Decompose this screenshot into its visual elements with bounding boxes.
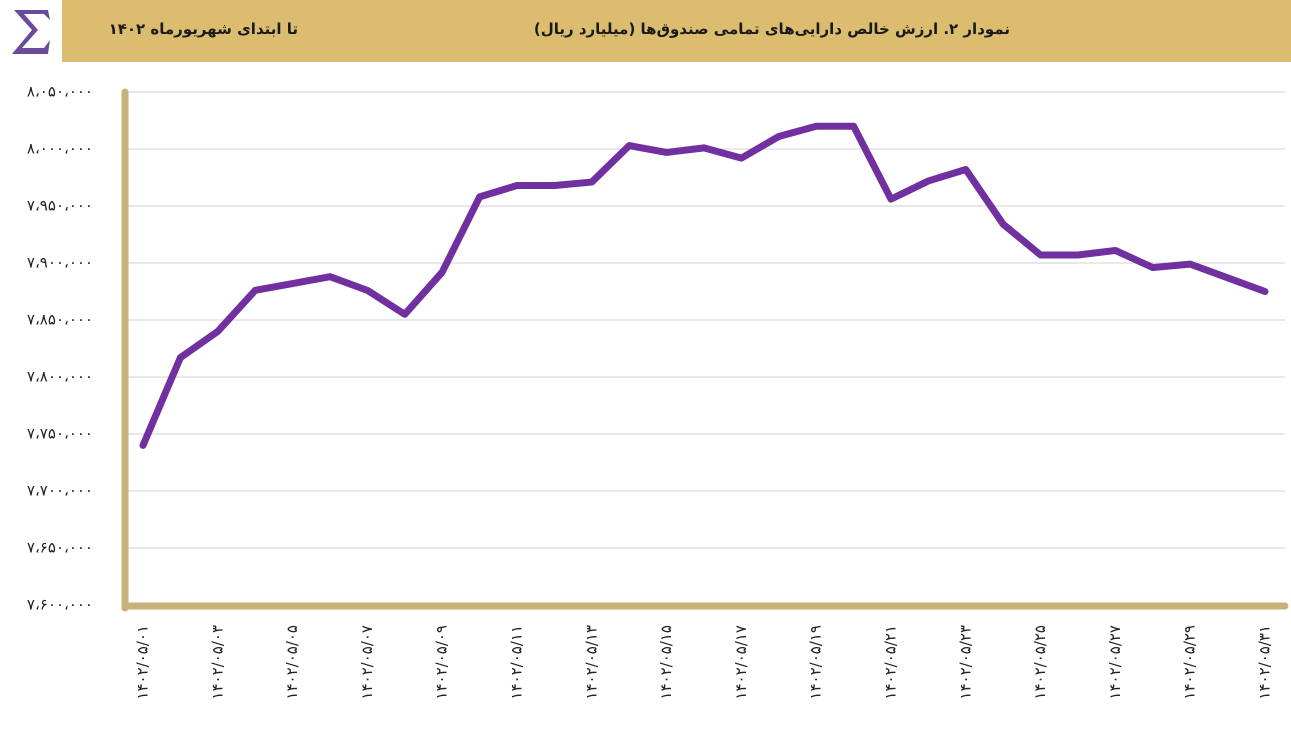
chart-title: نمودار ۲. ارزش خالص دارایی‌های تمامی صند…: [533, 20, 1010, 38]
y-tick-label: ۷،۸۰۰،۰۰۰: [27, 368, 93, 386]
y-tick-label: ۷،۹۰۰،۰۰۰: [27, 254, 93, 272]
y-tick-label: ۸،۰۵۰،۰۰۰: [27, 83, 93, 101]
y-tick-label: ۷،۶۰۰،۰۰۰: [27, 596, 93, 614]
x-tick-label: ۱۴۰۲/۰۵/۰۱: [134, 625, 152, 700]
x-tick-label: ۱۴۰۲/۰۵/۱۵: [657, 625, 675, 700]
x-tick-label: ۱۴۰۲/۰۵/۱۷: [732, 625, 750, 700]
x-tick-label: ۱۴۰۲/۰۵/۰۷: [358, 625, 376, 700]
x-tick-label: ۱۴۰۲/۰۵/۲۹: [1181, 625, 1199, 700]
x-tick-label: ۱۴۰۲/۰۵/۱۱: [508, 625, 526, 700]
x-tick-label: ۱۴۰۲/۰۵/۰۵: [283, 625, 301, 700]
y-tick-label: ۷،۷۵۰،۰۰۰: [27, 425, 93, 443]
data-line: [139, 122, 1269, 449]
header-band: [62, 0, 1291, 62]
y-tick-label: ۷،۶۵۰،۰۰۰: [27, 539, 93, 557]
x-tick-label: ۱۴۰۲/۰۵/۳۱: [1256, 625, 1274, 700]
x-tick-label: ۱۴۰۲/۰۵/۰۹: [433, 625, 451, 700]
x-tick-label: ۱۴۰۲/۰۵/۲۳: [956, 625, 974, 700]
x-tick-label: ۱۴۰۲/۰۵/۰۳: [208, 625, 226, 700]
sigma-logo: [12, 10, 50, 54]
chart-subtitle: تا ابتدای شهریورماه ۱۴۰۲: [108, 20, 298, 38]
x-tick-label: ۱۴۰۲/۰۵/۲۵: [1031, 625, 1049, 700]
y-tick-label: ۷،۹۵۰،۰۰۰: [27, 197, 93, 215]
y-tick-label: ۸،۰۰۰،۰۰۰: [27, 140, 93, 158]
x-tick-label: ۱۴۰۲/۰۵/۲۱: [882, 625, 900, 700]
y-tick-label: ۷،۷۰۰،۰۰۰: [27, 482, 93, 500]
x-tick-label: ۱۴۰۲/۰۵/۲۷: [1106, 625, 1124, 700]
y-tick-label: ۷،۸۵۰،۰۰۰: [27, 311, 93, 329]
x-tick-label: ۱۴۰۲/۰۵/۱۹: [807, 625, 825, 700]
x-tick-label: ۱۴۰۲/۰۵/۱۳: [582, 625, 600, 700]
